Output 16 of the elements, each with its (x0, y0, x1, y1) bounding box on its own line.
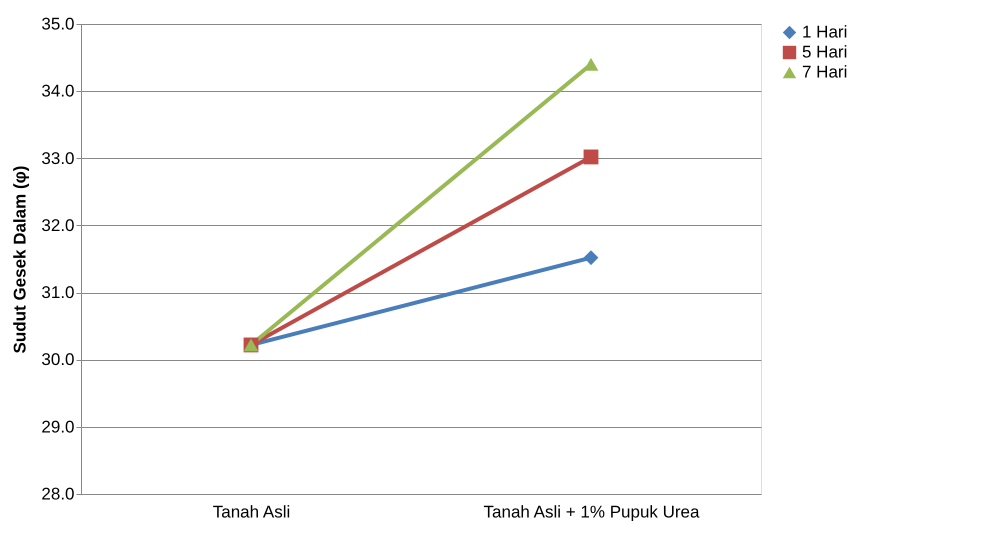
y-tick-label: 34.0 (41, 82, 74, 101)
y-tick-label: 28.0 (41, 484, 74, 504)
point (584, 250, 598, 266)
y-tick-label: 29.0 (41, 417, 74, 436)
legend-label: 1 Hari (802, 22, 848, 42)
y-tick-label: 32.0 (41, 216, 74, 235)
legend-label: 5 Hari (802, 42, 848, 62)
x-tick-label: Tanah Asli + 1% Pupuk Urea (484, 502, 700, 522)
point (584, 150, 598, 164)
y-tick-label: 33.0 (41, 148, 74, 168)
x-tick-label: Tanah Asli (212, 502, 290, 522)
y-axis-title: Sudut Gesek Dalam (φ) (10, 166, 30, 354)
y-tick-label: 30.0 (41, 350, 74, 370)
legend-label: 7 Hari (802, 62, 848, 82)
y-tick-label: 31.0 (41, 283, 74, 302)
y-tick-label: 35.0 (41, 14, 74, 34)
